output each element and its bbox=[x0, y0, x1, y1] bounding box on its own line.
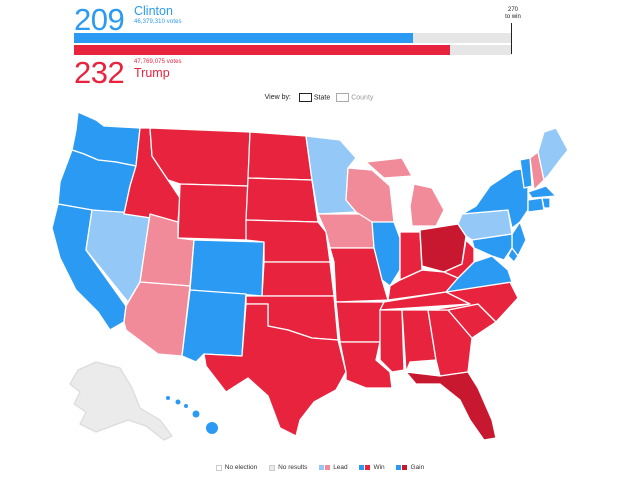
legend-no-results-label: No results bbox=[278, 464, 308, 471]
rep-win-swatch bbox=[365, 465, 371, 470]
state-delaware[interactable] bbox=[507, 247, 519, 263]
state-south-dakota[interactable] bbox=[245, 177, 319, 223]
clinton-bar-fill bbox=[74, 33, 414, 43]
state-arkansas[interactable] bbox=[335, 301, 385, 343]
no-results-swatch bbox=[269, 464, 276, 471]
dem-gain-swatch bbox=[396, 465, 402, 470]
state-wyoming[interactable] bbox=[177, 183, 249, 241]
state-arizona[interactable] bbox=[123, 281, 191, 357]
clinton-bar-track bbox=[74, 33, 512, 43]
clinton-popular-votes: 46,379,310 votes bbox=[134, 19, 182, 25]
map-legend: No election No results Lead Win Gain bbox=[0, 463, 640, 472]
rep-gain-swatch bbox=[402, 465, 408, 470]
county-box-icon bbox=[336, 93, 350, 102]
state-florida[interactable] bbox=[405, 371, 497, 441]
state-new-mexico[interactable] bbox=[181, 289, 247, 363]
state-hawaii[interactable] bbox=[166, 396, 218, 434]
state-alabama[interactable] bbox=[401, 309, 437, 373]
state-north-dakota[interactable] bbox=[247, 131, 313, 181]
legend-no-election-label: No election bbox=[224, 464, 258, 471]
legend-no-election: No election bbox=[215, 463, 258, 472]
view-by-county-label: County bbox=[351, 94, 374, 102]
no-election-swatch bbox=[215, 464, 222, 471]
state-alaska[interactable] bbox=[69, 361, 173, 441]
state-colorado[interactable] bbox=[189, 239, 265, 297]
state-louisiana[interactable] bbox=[339, 341, 393, 389]
state-massachusetts[interactable] bbox=[527, 185, 557, 199]
legend-win-label: Win bbox=[373, 464, 385, 471]
view-by-state-option[interactable]: State bbox=[298, 93, 331, 103]
state-vermont[interactable] bbox=[519, 157, 533, 189]
clinton-name: Clinton bbox=[134, 4, 173, 18]
state-mississippi[interactable] bbox=[379, 309, 405, 373]
state-rhode-island[interactable] bbox=[541, 197, 551, 209]
legend-gain-label: Gain bbox=[410, 464, 425, 471]
legend-lead-label: Lead bbox=[333, 464, 348, 471]
trump-bar-track bbox=[74, 45, 512, 55]
state-new-york[interactable] bbox=[461, 167, 529, 229]
trump-name: Trump bbox=[134, 66, 170, 80]
legend-no-results: No results bbox=[269, 463, 307, 472]
legend-win: Win bbox=[359, 463, 385, 472]
win-threshold-label: 270 to win bbox=[505, 7, 521, 20]
state-maryland[interactable] bbox=[471, 233, 513, 261]
state-connecticut[interactable] bbox=[527, 197, 545, 213]
view-by-label: View by: bbox=[264, 94, 291, 102]
state-michigan-lower[interactable] bbox=[409, 183, 445, 227]
state-box-icon bbox=[298, 93, 312, 102]
view-by-county-option[interactable]: County bbox=[336, 93, 373, 103]
trump-popular-votes: 47,769,075 votes bbox=[134, 59, 182, 65]
legend-lead: Lead bbox=[319, 463, 348, 472]
view-by-state-label: State bbox=[313, 94, 331, 102]
trump-bar-fill bbox=[74, 45, 451, 55]
state-north-carolina[interactable] bbox=[429, 281, 519, 323]
state-michigan-upper[interactable] bbox=[365, 157, 413, 179]
state-maine[interactable] bbox=[537, 127, 569, 181]
state-kansas[interactable] bbox=[261, 261, 335, 297]
trump-electoral-count: 232 bbox=[74, 55, 125, 90]
clinton-electoral-count: 209 bbox=[74, 2, 125, 37]
view-by-toggle: View by: State County bbox=[0, 93, 640, 103]
dem-lead-swatch bbox=[319, 465, 325, 470]
state-texas[interactable] bbox=[203, 303, 347, 437]
dem-win-swatch bbox=[359, 465, 365, 470]
legend-gain: Gain bbox=[396, 463, 424, 472]
win-threshold-line bbox=[511, 23, 512, 54]
rep-lead-swatch bbox=[325, 465, 331, 470]
